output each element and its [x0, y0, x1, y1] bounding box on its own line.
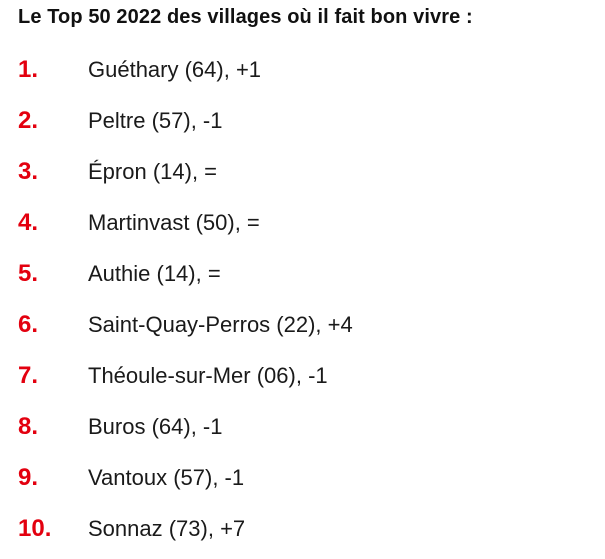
village-entry: Épron (14), = [88, 159, 218, 184]
list-title: Le Top 50 2022 des villages où il fait b… [18, 6, 473, 28]
list-item: 7. Théoule-sur-Mer (06), -1 [0, 355, 605, 406]
list-item: 4. Martinvast (50), = [0, 202, 605, 253]
village-entry: Peltre (57), -1 [88, 108, 223, 133]
village-entry: Théoule-sur-Mer (06), -1 [88, 363, 328, 388]
list-item: 6. Saint-Quay-Perros (22), +4 [0, 304, 605, 355]
rank-number: 1. [18, 56, 39, 83]
village-entry: Authie (14), = [88, 261, 221, 286]
list-item: 5. Authie (14), = [0, 253, 605, 304]
list-item: 9. Vantoux (57), -1 [0, 457, 605, 508]
rank-number: 10. [18, 515, 52, 542]
rank-number: 7. [18, 362, 39, 389]
rank-number: 5. [18, 260, 39, 287]
rank-number: 2. [18, 107, 39, 134]
village-entry: Guéthary (64), +1 [88, 57, 262, 82]
list-item: 1. Guéthary (64), +1 [0, 49, 605, 100]
rank-number: 3. [18, 158, 39, 185]
rank-number: 8. [18, 413, 39, 440]
rank-number: 6. [18, 311, 39, 338]
village-entry: Sonnaz (73), +7 [88, 516, 246, 541]
list-item: 10. Sonnaz (73), +7 [0, 508, 605, 559]
village-entry: Buros (64), -1 [88, 414, 223, 439]
rank-number: 9. [18, 464, 39, 491]
list-item: 2. Peltre (57), -1 [0, 100, 605, 151]
village-entry: Vantoux (57), -1 [88, 465, 245, 490]
village-entry: Martinvast (50), = [88, 210, 260, 235]
list-item: 3. Épron (14), = [0, 151, 605, 202]
village-entry: Saint-Quay-Perros (22), +4 [88, 312, 353, 337]
ranking-list: 1. Guéthary (64), +1 2. Peltre (57), -1 … [0, 49, 605, 559]
rank-number: 4. [18, 209, 39, 236]
list-item: 8. Buros (64), -1 [0, 406, 605, 457]
